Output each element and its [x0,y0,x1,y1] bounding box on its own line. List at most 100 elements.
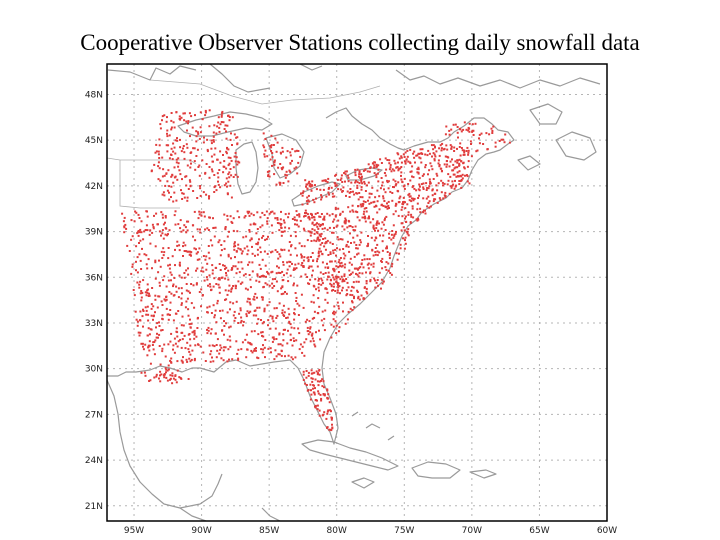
station-marker [309,185,312,188]
station-marker [287,180,290,183]
station-marker [349,307,352,310]
station-marker [131,265,134,268]
station-marker [186,199,189,202]
station-marker [291,344,294,347]
station-marker [175,158,178,161]
station-marker [437,162,440,165]
station-marker [195,140,198,143]
station-marker [417,168,420,171]
station-marker [324,248,327,251]
station-marker [154,339,157,342]
station-marker [425,182,428,185]
station-marker [336,289,339,292]
station-marker [166,132,168,135]
station-marker [298,242,301,245]
station-marker [349,257,352,260]
station-marker [470,155,473,158]
station-marker [230,174,233,177]
station-marker [324,179,327,182]
station-marker [294,235,297,238]
station-marker [366,263,369,266]
station-marker [349,232,351,235]
station-marker [223,325,226,327]
station-marker [384,229,387,231]
station-marker [229,325,232,328]
station-marker [248,311,250,314]
station-marker [211,272,214,275]
station-marker [269,145,272,147]
station-marker [251,261,254,264]
station-marker [228,284,231,287]
station-marker [282,314,285,316]
station-marker [252,214,255,217]
station-marker [262,321,265,324]
station-marker [162,279,165,282]
station-marker [188,112,191,115]
station-marker [193,147,196,150]
station-marker [148,349,151,352]
station-marker [307,330,310,332]
station-marker [247,263,249,266]
station-marker [197,166,200,168]
station-marker [294,150,297,153]
station-marker [324,298,327,301]
station-marker [150,303,153,306]
station-marker [389,164,392,166]
station-marker [311,337,314,340]
station-marker [190,302,193,305]
station-marker [297,150,300,152]
station-marker [388,257,391,260]
station-marker [137,230,140,232]
station-marker [188,179,191,182]
station-marker [164,367,167,370]
station-marker [312,340,315,343]
station-marker [305,384,308,386]
station-marker [174,264,176,267]
station-marker [164,184,167,187]
station-marker [503,141,506,144]
station-marker [225,167,228,170]
station-marker [382,195,385,198]
station-marker [155,326,157,329]
station-marker [165,172,168,175]
station-marker [136,324,139,327]
station-marker [427,149,430,152]
station-marker [162,237,165,240]
station-marker [243,216,246,219]
station-marker [356,273,359,276]
station-marker [196,317,199,320]
station-marker [458,183,461,186]
station-marker [217,176,220,179]
station-marker [311,380,314,383]
station-marker [264,149,267,152]
station-marker [431,155,433,158]
station-marker [424,153,427,156]
station-marker [342,301,344,304]
station-marker [187,348,190,351]
station-marker [366,258,369,261]
station-marker [159,127,162,130]
station-marker [142,308,144,311]
station-marker [330,336,333,339]
station-marker [238,271,241,274]
station-marker [357,275,360,278]
station-marker [404,151,407,154]
station-marker [186,341,189,344]
station-marker [298,213,301,216]
station-marker [340,177,343,180]
station-marker [256,296,258,299]
station-marker [338,258,341,261]
station-marker [402,196,405,199]
station-marker [334,206,337,209]
station-marker [282,182,285,184]
station-marker [273,338,276,341]
station-marker [316,265,319,268]
station-marker [272,320,275,323]
station-marker [226,235,229,238]
station-marker [490,127,493,130]
station-marker [200,288,203,291]
station-marker [144,343,147,346]
station-marker [140,296,143,299]
station-marker [168,229,171,232]
station-marker [187,308,190,311]
